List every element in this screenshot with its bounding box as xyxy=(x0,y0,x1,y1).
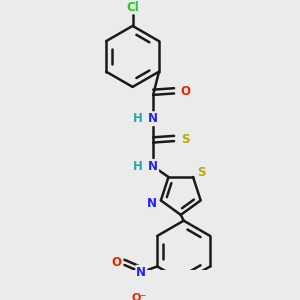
Text: S: S xyxy=(181,133,189,146)
Text: O: O xyxy=(180,85,190,98)
Text: N: N xyxy=(147,197,157,210)
Text: S: S xyxy=(197,166,206,179)
Text: O⁻: O⁻ xyxy=(131,292,147,300)
Text: H: H xyxy=(133,160,143,173)
Text: Cl: Cl xyxy=(126,1,139,13)
Text: N: N xyxy=(148,160,158,173)
Text: H: H xyxy=(133,112,143,125)
Text: N: N xyxy=(148,112,158,125)
Text: N: N xyxy=(136,266,146,279)
Text: O: O xyxy=(111,256,121,268)
